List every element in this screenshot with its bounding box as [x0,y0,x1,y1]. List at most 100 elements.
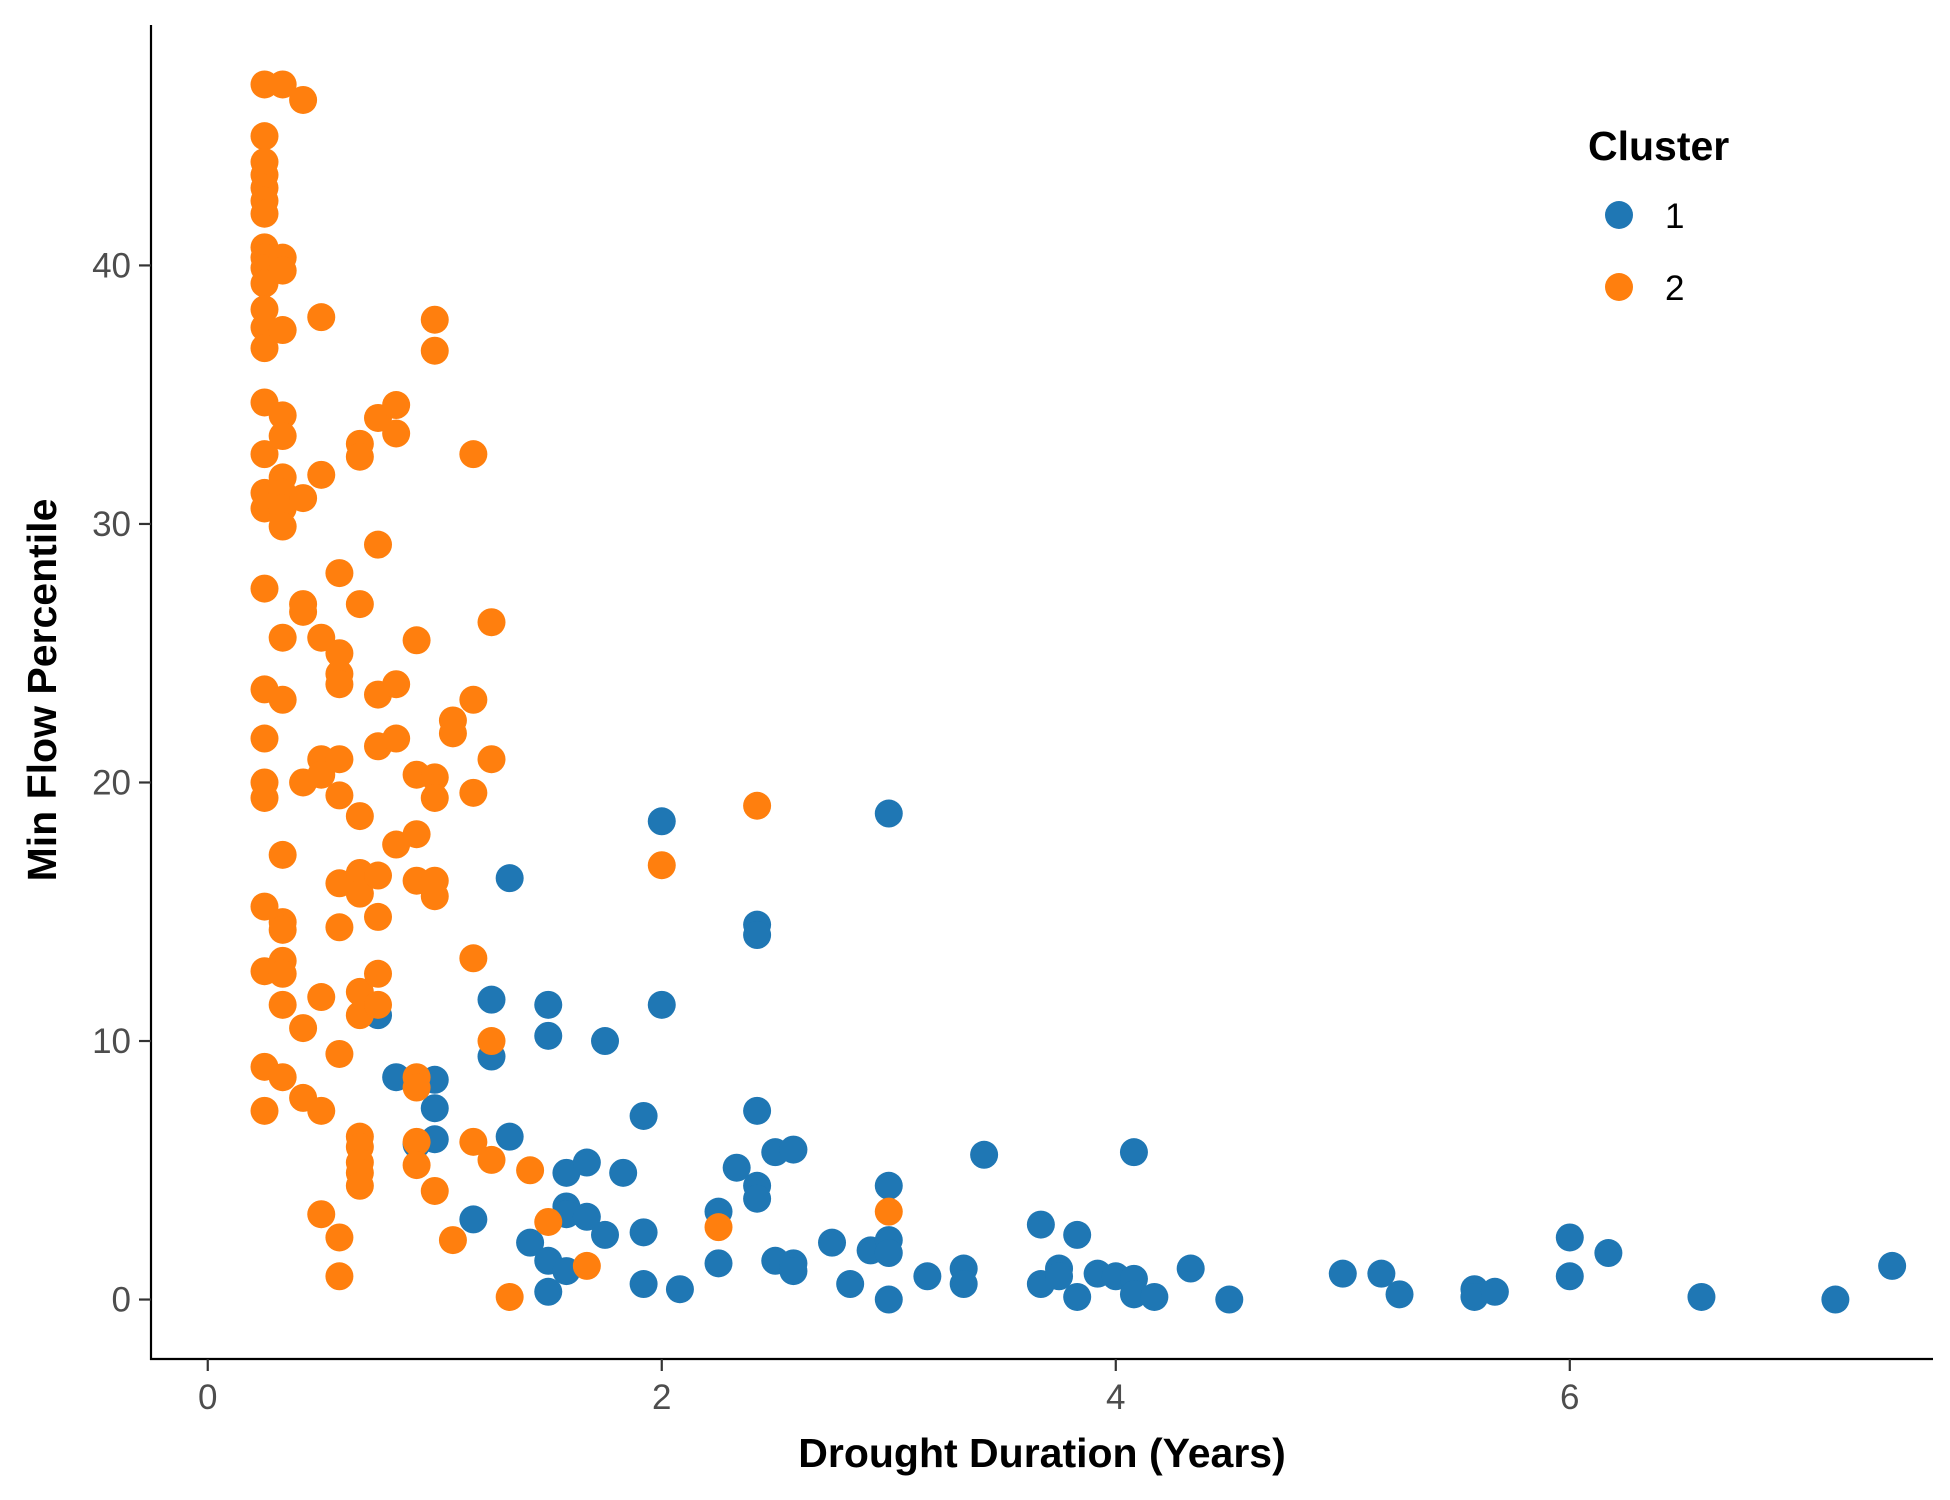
data-point-cluster-1 [1215,1285,1244,1314]
data-point-cluster-1 [1594,1239,1623,1268]
data-point-cluster-2 [420,783,449,812]
data-point-cluster-1 [1821,1285,1850,1314]
data-point-cluster-2 [325,639,354,668]
data-point-cluster-2 [268,256,297,285]
data-point-cluster-2 [268,623,297,652]
data-point-cluster-2 [438,1226,467,1255]
y-tick-label: 20 [92,763,131,802]
data-point-cluster-1 [874,799,903,828]
data-point-cluster-2 [382,724,411,753]
data-point-cluster-2 [364,990,393,1019]
data-point-cluster-1 [495,1122,524,1151]
data-point-cluster-1 [1328,1259,1357,1288]
data-point-cluster-2 [345,879,374,908]
data-point-cluster-2 [495,1282,524,1311]
data-point-cluster-1 [1555,1262,1584,1291]
data-point-cluster-1 [874,1239,903,1268]
data-point-cluster-2 [402,1073,431,1102]
x-tick-label: 6 [1560,1378,1579,1417]
data-point-cluster-2 [268,422,297,451]
data-point-cluster-1 [743,1184,772,1213]
data-point-cluster-2 [307,1200,336,1229]
data-point-cluster-2 [364,902,393,931]
data-point-cluster-1 [1140,1282,1169,1311]
data-point-cluster-1 [1176,1254,1205,1283]
data-point-cluster-2 [325,1223,354,1252]
data-point-cluster-2 [743,791,772,820]
data-point-cluster-2 [250,574,279,603]
data-point-cluster-2 [459,778,488,807]
data-point-cluster-2 [289,597,318,626]
data-point-cluster-2 [516,1156,545,1185]
data-point-cluster-1 [1367,1259,1396,1288]
data-point-cluster-2 [438,719,467,748]
data-point-cluster-2 [420,763,449,792]
data-point-cluster-2 [268,840,297,869]
data-point-cluster-2 [325,1262,354,1291]
data-point-cluster-1 [459,1205,488,1234]
data-point-cluster-1 [629,1101,658,1130]
data-point-cluster-1 [1480,1277,1509,1306]
data-point-cluster-2 [307,623,336,652]
points-layer [250,70,1907,1314]
data-point-cluster-2 [364,861,393,890]
data-point-cluster-1 [516,1228,545,1257]
data-point-cluster-2 [268,959,297,988]
data-point-cluster-2 [402,1151,431,1180]
data-point-cluster-2 [325,913,354,942]
data-point-cluster-1 [874,1285,903,1314]
data-point-cluster-2 [325,559,354,588]
data-point-cluster-1 [1119,1138,1148,1167]
data-point-cluster-1 [704,1249,733,1278]
data-point-cluster-1 [1555,1223,1584,1252]
legend-key-cluster-2 [1605,273,1633,301]
data-point-cluster-2 [289,484,318,513]
data-point-cluster-2 [420,882,449,911]
data-point-cluster-2 [874,1197,903,1226]
y-tick-label: 30 [92,505,131,544]
data-point-cluster-2 [459,440,488,469]
data-point-cluster-2 [325,781,354,810]
data-point-cluster-2 [250,783,279,812]
data-point-cluster-1 [495,864,524,893]
ticks-layer: 0 2 4 6 0 10 20 30 40 [92,246,1579,1417]
legend-label-cluster-2: 2 [1665,269,1684,308]
data-point-cluster-2 [420,336,449,365]
data-point-cluster-1 [534,1277,563,1306]
data-point-cluster-1 [1026,1210,1055,1239]
data-point-cluster-2 [402,1127,431,1156]
data-point-cluster-2 [459,685,488,714]
x-tick-label: 2 [652,1378,671,1417]
data-point-cluster-1 [874,1171,903,1200]
legend: Cluster 1 2 [1588,123,1729,308]
data-point-cluster-1 [818,1228,847,1257]
data-point-cluster-1 [647,990,676,1019]
data-point-cluster-2 [268,512,297,541]
data-point-cluster-2 [250,122,279,151]
data-point-cluster-2 [250,1096,279,1125]
y-tick-label: 10 [92,1022,131,1061]
data-point-cluster-2 [307,760,336,789]
data-point-cluster-2 [268,316,297,345]
data-point-cluster-2 [364,959,393,988]
data-point-cluster-1 [591,1027,620,1056]
data-point-cluster-1 [1119,1280,1148,1309]
x-axis-title: Drought Duration (Years) [798,1430,1285,1476]
data-point-cluster-1 [722,1153,751,1182]
data-point-cluster-2 [477,1027,506,1056]
data-point-cluster-2 [477,745,506,774]
data-point-cluster-2 [402,820,431,849]
data-point-cluster-2 [325,1039,354,1068]
data-point-cluster-2 [382,670,411,699]
data-point-cluster-2 [289,1014,318,1043]
data-point-cluster-1 [743,921,772,950]
data-point-cluster-2 [250,440,279,469]
data-point-cluster-1 [477,985,506,1014]
data-point-cluster-2 [250,334,279,363]
data-point-cluster-2 [382,419,411,448]
data-point-cluster-2 [477,608,506,637]
data-point-cluster-2 [250,892,279,921]
data-point-cluster-1 [743,1096,772,1125]
data-point-cluster-1 [1687,1282,1716,1311]
